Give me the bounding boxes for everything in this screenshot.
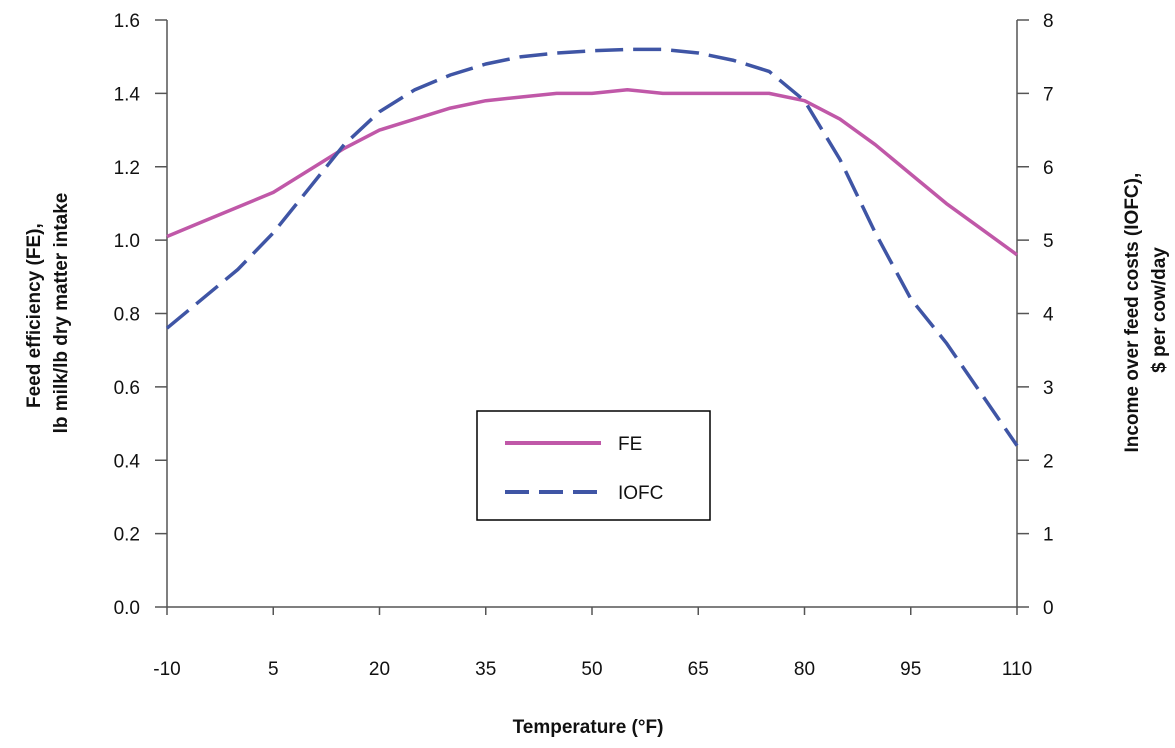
y-right-tick-label: 3 xyxy=(1043,378,1054,399)
series-line-iofc xyxy=(165,47,1019,447)
y-left-tick-label: 0.0 xyxy=(114,598,140,619)
y-left-tick-label: 0.6 xyxy=(114,378,140,399)
y-right-tick-label: 6 xyxy=(1043,158,1054,179)
x-tick-label: 50 xyxy=(581,659,602,680)
y-right-tick-label: 2 xyxy=(1043,451,1054,472)
y-left-tick-label: 1.6 xyxy=(114,11,140,32)
legend-box xyxy=(476,410,711,521)
x-tick-label: 110 xyxy=(1002,659,1032,680)
y-right-axis-title-line1: Income over feed costs (IOFC), xyxy=(1122,173,1143,453)
y-left-axis-title-line2: lb milk/lb dry matter intake xyxy=(51,193,72,434)
y-right-tick-label: 7 xyxy=(1043,84,1054,105)
legend-label-fe: FE xyxy=(618,434,642,455)
x-axis-title: Temperature (°F) xyxy=(513,717,664,738)
x-tick-label: 5 xyxy=(268,659,279,680)
series-line-fe xyxy=(166,87,1019,257)
x-tick-label: 35 xyxy=(475,659,496,680)
y-right-tick-label: 1 xyxy=(1043,525,1054,546)
x-tick-label: 80 xyxy=(794,659,815,680)
x-tick-label: 20 xyxy=(369,659,390,680)
x-tick-label: 65 xyxy=(688,659,709,680)
y-left-tick-label: 0.2 xyxy=(114,525,140,546)
y-right-tick-label: 5 xyxy=(1043,231,1054,252)
y-right-axis-title: Income over feed costs (IOFC), $ per cow… xyxy=(1122,167,1170,452)
y-left-axis-title-line1: Feed efficiency (FE), xyxy=(24,223,45,408)
y-right-tick-label: 4 xyxy=(1043,305,1054,326)
y-left-tick-label: 0.8 xyxy=(114,305,140,326)
ticks: -10 5 20 35 50 65 80 95 1100.00.20.40.60.81.01.2… xyxy=(114,11,1054,680)
x-tick-label: -10 xyxy=(153,659,180,680)
y-right-tick-label: 0 xyxy=(1043,598,1054,619)
y-left-tick-label: 0.4 xyxy=(114,451,141,472)
series-lines xyxy=(165,47,1019,447)
legend-label-iofc: IOFC xyxy=(618,483,663,504)
y-left-tick-label: 1.0 xyxy=(114,231,140,252)
y-right-axis-title-line2: $ per cow/day xyxy=(1149,247,1170,373)
x-tick-label: 95 xyxy=(900,659,921,680)
legend: FE IOFC xyxy=(476,410,711,521)
y-left-axis-title: Feed efficiency (FE), lb milk/lb dry mat… xyxy=(24,193,72,434)
y-right-tick-label: 8 xyxy=(1043,11,1054,32)
y-left-tick-label: 1.2 xyxy=(114,158,140,179)
y-left-tick-label: 1.4 xyxy=(114,84,141,105)
